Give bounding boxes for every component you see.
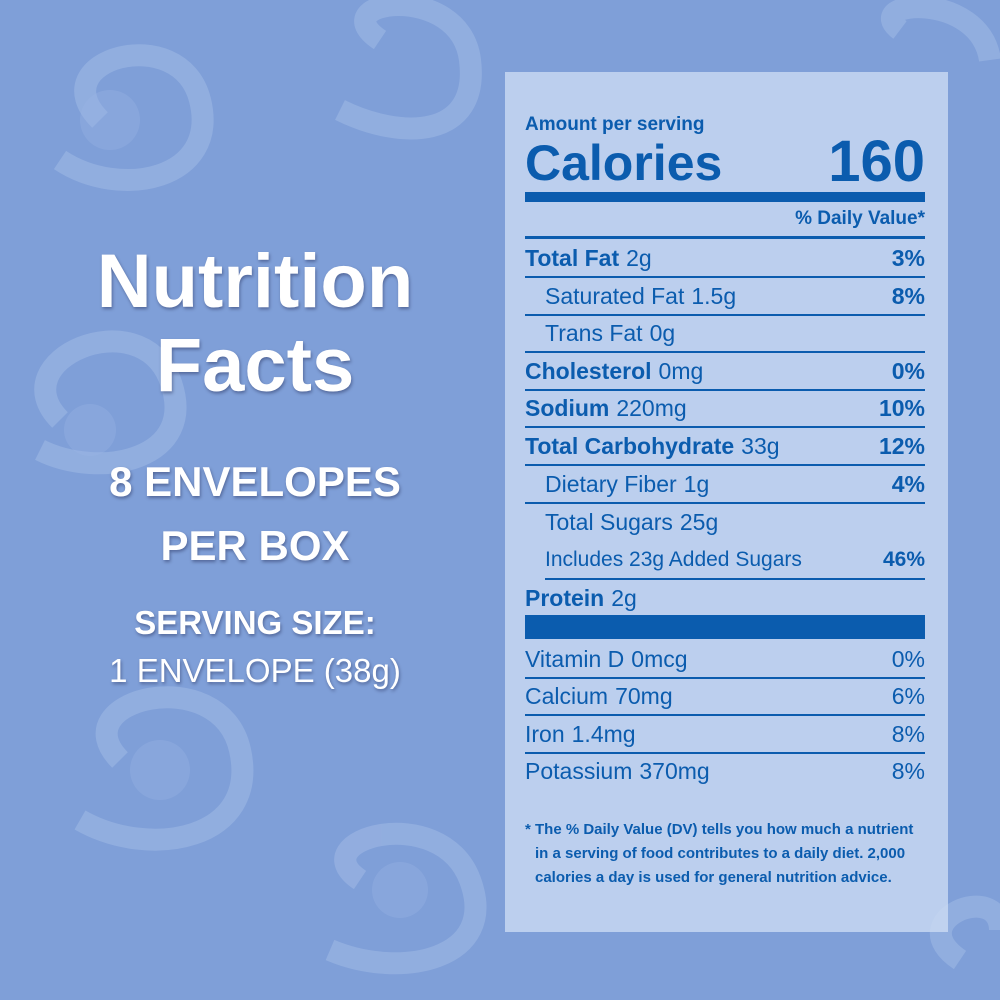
nutrient-amount: 2g <box>626 244 652 271</box>
nutrient-dv: 0% <box>891 357 925 384</box>
nutrient-amount: 2g <box>611 584 637 611</box>
nutrient-name: Protein <box>525 584 605 611</box>
nutrient-amount: 1.5g <box>691 282 737 309</box>
nutrient-dv: 3% <box>891 244 925 271</box>
title-line: Nutrition <box>96 239 414 324</box>
count-line: PER BOX <box>160 522 350 569</box>
footnote: * The % Daily Value (DV) tells you how m… <box>525 818 913 890</box>
nutrient-name: Trans Fat <box>545 319 643 346</box>
nutrient-name: Total Fat <box>525 244 620 271</box>
nutrient-row: Dietary Fiber 1g 4% <box>525 466 925 504</box>
nutrient-dv: 10% <box>878 394 925 421</box>
nutrient-name: Total Sugars <box>545 508 673 535</box>
nutrient-row: Includes 23g Added Sugars 46% <box>545 542 925 580</box>
count-line: 8 ENVELOPES <box>109 458 401 505</box>
nutrient-amount: 0mg <box>658 357 704 384</box>
thick-rule <box>525 192 925 202</box>
nutrient-dv: 4% <box>891 470 925 497</box>
vitamin-row: Iron 1.4mg 8% <box>525 716 925 754</box>
nutrient-name: Dietary Fiber <box>545 470 677 497</box>
nutrient-amount: 1g <box>683 470 710 497</box>
nutrient-amount: 220mg <box>616 394 687 421</box>
vitamin-dv: 8% <box>891 720 925 747</box>
vitamin-amount: 1.4mg <box>571 720 636 747</box>
vitamin-name: Vitamin D <box>525 645 625 672</box>
nutrient-amount: 0g <box>649 319 676 346</box>
title-line: Facts <box>155 323 355 408</box>
vitamin-name: Calcium <box>525 682 609 709</box>
vitamin-name: Potassium <box>525 757 633 784</box>
footnote-line: calories a day is used for general nutri… <box>535 869 892 886</box>
nutrient-row: Total Fat 2g 3% <box>525 240 925 278</box>
calories-label: Calories <box>525 135 723 191</box>
vitamin-dv: 6% <box>891 682 925 709</box>
nutrient-name: Saturated Fat <box>545 282 685 309</box>
calories-value: 160 <box>828 129 925 194</box>
vitamin-amount: 0mcg <box>631 645 688 672</box>
nutrient-dv: 46% <box>882 548 925 571</box>
nutrient-row: Protein 2g <box>525 580 925 616</box>
footnote-line: * The % Daily Value (DV) tells you how m… <box>525 821 914 838</box>
nutrient-row: Cholesterol 0mg 0% <box>525 353 925 391</box>
vitamin-amount: 370mg <box>639 757 710 784</box>
vitamin-row: Vitamin D 0mcg 0% <box>525 641 925 679</box>
nutrient-dv: 8% <box>891 282 925 309</box>
amount-per-serving: Amount per serving <box>525 114 705 135</box>
nutrient-amount: 25g <box>679 508 719 535</box>
nutrient-name: Sodium <box>525 394 610 421</box>
nutrient-name: Includes 23g Added Sugars <box>545 548 802 571</box>
vitamin-row: Calcium 70mg 6% <box>525 678 925 716</box>
nutrient-amount: 33g <box>741 432 780 459</box>
thick-rule <box>525 615 925 639</box>
vitamin-amount: 70mg <box>615 682 673 709</box>
nutrient-row: Sodium 220mg 10% <box>525 390 925 428</box>
serving-label: SERVING SIZE: <box>134 604 376 641</box>
nutrition-label: Amount per serving Calories 160 % Daily … <box>505 72 948 932</box>
nutrient-row: Total Carbohydrate 33g 12% <box>525 428 925 466</box>
dv-header: % Daily Value* <box>525 208 925 239</box>
nutrient-name: Total Carbohydrate <box>525 432 735 459</box>
vitamin-dv: 8% <box>891 757 925 784</box>
vitamin-name: Iron <box>525 720 565 747</box>
serving-value: 1 ENVELOPE (38g) <box>109 652 401 689</box>
nutrient-row: Total Sugars 25g <box>525 504 925 540</box>
nutrient-row: Saturated Fat 1.5g 8% <box>525 278 925 316</box>
vitamin-row: Potassium 370mg 8% <box>525 753 925 789</box>
nutrient-dv: 12% <box>878 432 925 459</box>
vitamin-dv: 0% <box>891 645 925 672</box>
nutrient-name: Cholesterol <box>525 357 652 384</box>
footnote-line: in a serving of food contributes to a da… <box>535 845 906 862</box>
nutrient-row: Trans Fat 0g <box>525 315 925 353</box>
